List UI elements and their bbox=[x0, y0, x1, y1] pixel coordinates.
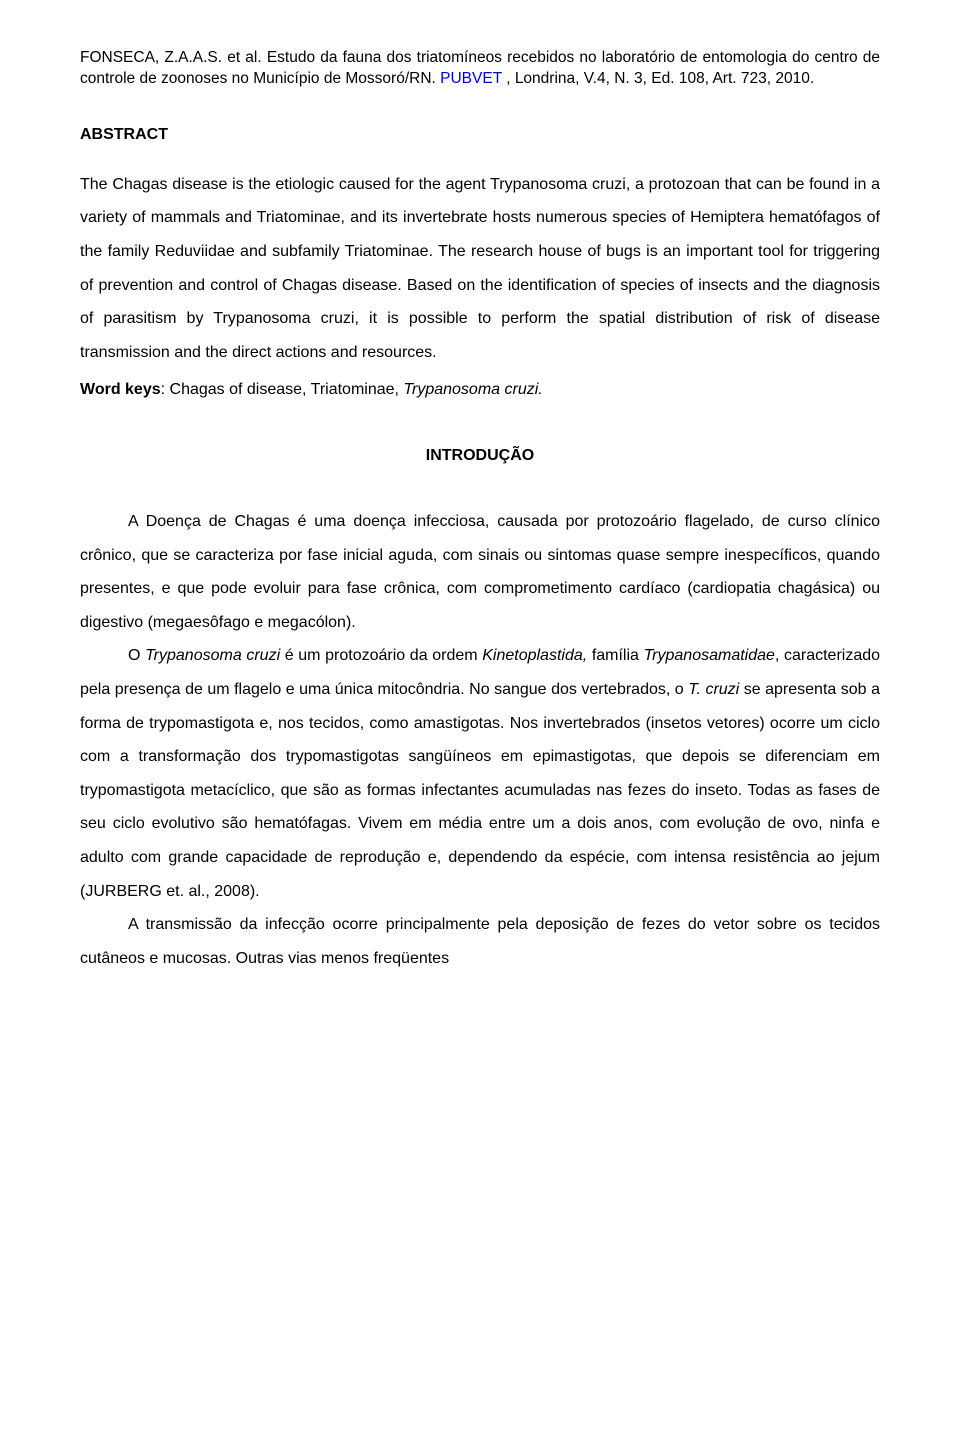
p2-italic-4: T. cruzi bbox=[688, 681, 739, 698]
p2-italic-2: Kinetoplastida, bbox=[482, 647, 587, 664]
header-journal: PUBVET bbox=[440, 70, 502, 87]
abstract-body: The Chagas disease is the etiologic caus… bbox=[80, 168, 880, 370]
p2-text-c: família bbox=[587, 647, 643, 664]
intro-paragraph-2: O Trypanosoma cruzi é um protozoário da … bbox=[80, 639, 880, 908]
header-citation: FONSECA, Z.A.A.S. et al. Estudo da fauna… bbox=[80, 48, 880, 90]
p2-italic-3: Trypanosamatidae bbox=[644, 647, 775, 664]
intro-heading: INTRODUÇÃO bbox=[80, 447, 880, 465]
p2-text-e: se apresenta sob a forma de trypomastigo… bbox=[80, 681, 880, 900]
word-keys-italic: Trypanosoma cruzi. bbox=[403, 381, 542, 398]
intro-paragraph-3: A transmissão da infecção ocorre princip… bbox=[80, 908, 880, 975]
word-keys-label: Word keys bbox=[80, 381, 161, 398]
p2-text-a: O bbox=[128, 647, 145, 664]
header-pubinfo: , Londrina, V.4, N. 3, Ed. 108, Art. 723… bbox=[506, 70, 814, 87]
abstract-heading: ABSTRACT bbox=[80, 126, 880, 144]
word-keys: Word keys: Chagas of disease, Triatomina… bbox=[80, 373, 880, 407]
p2-italic-1: Trypanosoma cruzi bbox=[145, 647, 280, 664]
intro-paragraph-1: A Doença de Chagas é uma doença infeccio… bbox=[80, 505, 880, 639]
word-keys-value: : Chagas of disease, Triatominae, bbox=[161, 381, 404, 398]
header-authors: FONSECA, Z.A.A.S. et al. bbox=[80, 49, 262, 66]
p2-text-b: é um protozoário da ordem bbox=[280, 647, 482, 664]
